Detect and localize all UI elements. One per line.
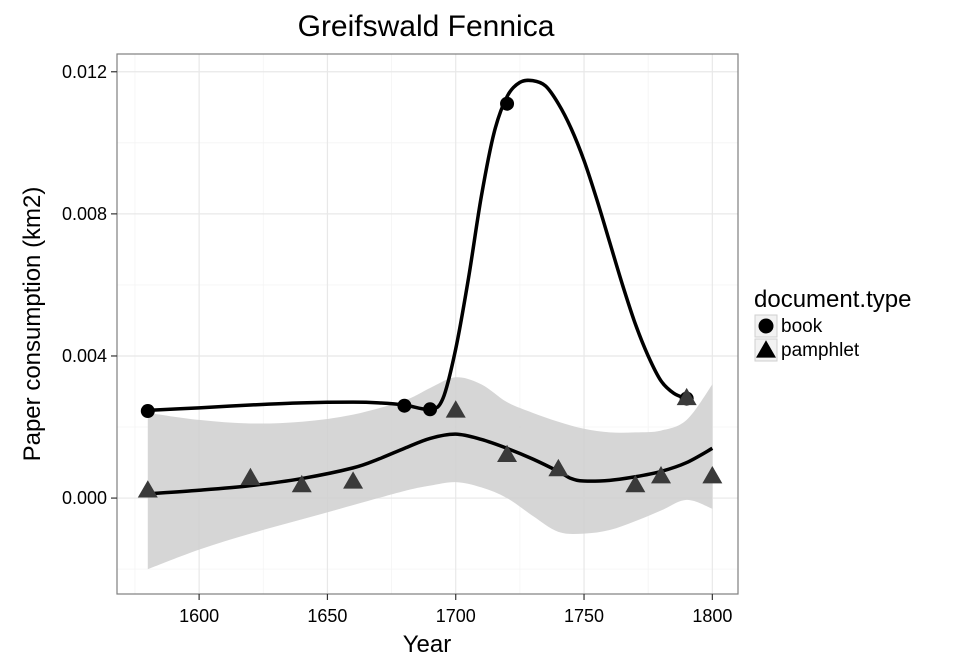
legend-label-pamphlet: pamphlet [781,340,860,361]
point-book [140,404,155,419]
point-pamphlet [445,400,466,418]
point-book [397,398,412,413]
point-pamphlet [676,387,697,406]
x-axis: 1600 1650 1700 1750 1800 [179,594,732,626]
legend-circle-icon [758,318,774,334]
point-pamphlet [343,471,364,489]
panel-border [116,53,739,595]
y-tick-label: 0.004 [62,346,107,366]
smooth-line-book [147,78,688,413]
x-tick-label: 1750 [564,606,604,626]
chart-title: Greifswald Fennica [298,10,555,43]
y-tick-label: 0.008 [62,204,107,224]
x-tick-label: 1800 [692,606,732,626]
point-book [500,96,515,111]
point-pamphlet [497,444,518,463]
point-pamphlet [137,480,158,498]
legend: document.type book pamphlet [754,286,911,362]
x-tick-label: 1700 [436,606,476,626]
x-tick-label: 1650 [307,606,347,626]
smooth-lines [147,78,714,496]
point-book [423,402,438,417]
data-points [137,96,723,498]
y-tick-label: 0.000 [62,488,107,508]
confidence-band [147,377,713,570]
y-axis-title: Paper consumption (km2) [19,187,46,462]
x-axis-title: Year [403,631,452,658]
point-pamphlet [702,466,723,484]
legend-triangle-icon [756,340,776,358]
point-pamphlet [651,466,672,484]
confidence-band-pamphlet [147,377,713,570]
point-pamphlet [625,474,646,493]
legend-label-book: book [781,316,823,337]
point-pamphlet [548,458,569,477]
legend-title: document.type [754,286,911,313]
x-tick-label: 1600 [179,606,219,626]
smooth-line-pamphlet [147,432,714,496]
y-tick-label: 0.012 [62,62,107,82]
y-axis: 0.000 0.004 0.008 0.012 [62,62,117,508]
plot-panel [116,53,739,595]
point-pamphlet [291,474,312,493]
point-pamphlet [240,467,261,486]
